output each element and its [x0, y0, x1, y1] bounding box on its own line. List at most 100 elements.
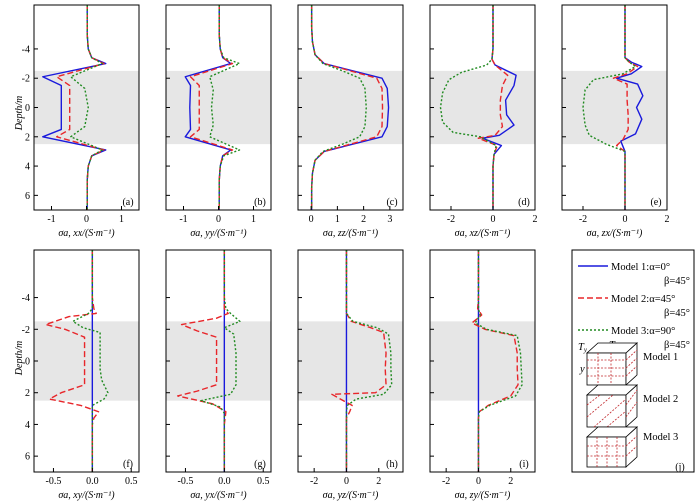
legend-label-model3: Model 3:α=90°: [611, 326, 675, 337]
x-tick-label-a: 1: [119, 214, 124, 225]
legend-panel: Model 1:α=0° β=45° Model 2:α=45° β=45° M…: [571, 249, 695, 473]
y-axis-title-top: Depth/m: [14, 96, 25, 131]
y-tick-label-f: 2: [25, 388, 30, 399]
x-axis-title-c: σa, zz/(S·m⁻¹): [323, 228, 379, 239]
y-tick-label-f: 0: [25, 357, 30, 368]
x-tick-label-h: 0: [344, 476, 349, 487]
x-axis-title-h: σa, yz/(S·m⁻¹): [323, 490, 379, 501]
x-tick-label-g: 0.0: [218, 476, 231, 487]
legend-cont-model1: β=45°: [664, 276, 690, 287]
chart-panel-b: -1 0 1 (b) σa, yy/(S·m⁻¹): [165, 4, 272, 239]
series-line-model3-a: [70, 5, 103, 210]
cube-model2-icon: [585, 384, 639, 428]
panel-label-h: (h): [386, 459, 398, 470]
x-tick-label-c: 1: [335, 214, 340, 225]
y-tick-label-a: 2: [25, 132, 30, 143]
y-tick-label-a: -4: [22, 44, 30, 55]
x-tick-label-g: -0.5: [178, 476, 194, 487]
x-tick-label-g: 0.5: [257, 476, 270, 487]
x-axis-title-e: σa, zx/(S·m⁻¹): [587, 228, 643, 239]
chart-panel-a: -1 0 1 -4 -2 0 2 4 6 (a) σa, xx/(S·m⁻¹): [22, 4, 140, 239]
layer-band-a: [34, 70, 139, 145]
series-line-model3-i: [474, 250, 523, 472]
x-tick-label-i: 0: [476, 476, 481, 487]
y-tick-label-f: 4: [25, 420, 30, 431]
x-tick-label-c: 3: [387, 214, 392, 225]
chart-panel-g: -0.5 0.0 0.5 (g) σa, yx/(S·m⁻¹): [165, 249, 272, 501]
panel-label-a: (a): [122, 197, 133, 208]
x-tick-label-a: -1: [47, 214, 55, 225]
x-tick-label-e: 2: [665, 214, 670, 225]
x-tick-label-b: -1: [179, 214, 187, 225]
x-axis-title-d: σa, xz/(S·m⁻¹): [455, 228, 511, 239]
legend-model1-name: Model 1: [643, 352, 678, 363]
triad-label-y: y: [579, 364, 585, 375]
chart-panel-d: -2 0 2(d) σa, xz/(S·m⁻¹): [429, 4, 538, 239]
series-line-model3-f: [72, 250, 109, 472]
x-tick-label-i: -2: [442, 476, 450, 487]
panel-label-f: (f): [123, 459, 133, 470]
x-axis-title-a: σa, xx/(S·m⁻¹): [58, 228, 115, 239]
y-tick-label-a: -2: [22, 74, 30, 85]
layer-band-e: [562, 70, 667, 145]
x-axis-title-b: σa, yy/(S·m⁻¹): [190, 228, 247, 239]
x-tick-label-e: 0: [623, 214, 628, 225]
y-tick-label-a: 0: [25, 103, 30, 114]
x-tick-label-b: 0: [216, 214, 221, 225]
layer-band-b: [166, 70, 271, 145]
legend-label-model1: Model 1:α=0°: [611, 262, 670, 273]
x-tick-label-f: -0.5: [46, 476, 62, 487]
panel-label-e: (e): [650, 197, 661, 208]
x-tick-label-f: 0.5: [125, 476, 138, 487]
chart-panel-c: 0 1 2 3 (c) σa, zz/(S·m⁻¹): [297, 4, 404, 239]
y-tick-label-f: -4: [22, 293, 30, 304]
panel-label-j: (j): [675, 462, 684, 473]
x-tick-label-d: 0: [491, 214, 496, 225]
series-line-model2-a: [56, 5, 105, 210]
legend-cont-model2: β=45°: [664, 308, 690, 319]
panel-label-g: (g): [254, 459, 266, 470]
x-axis-title-g: σa, yx/(S·m⁻¹): [190, 490, 247, 501]
chart-panel-i: -2 0 2 (i) σa, zy/(S·m⁻¹): [429, 249, 536, 501]
layer-band-h: [298, 321, 403, 401]
cube-model1-icon: [585, 342, 639, 386]
panel-label-i: (i): [519, 459, 528, 470]
x-axis-title-i: σa, zy/(S·m⁻¹): [455, 490, 511, 501]
legend-model2-name: Model 2: [643, 394, 678, 405]
x-tick-label-f: 0.0: [86, 476, 99, 487]
x-axis-title-f: σa, xy/(S·m⁻¹): [58, 490, 115, 501]
legend-frame: [571, 249, 695, 473]
y-tick-label-f: -2: [22, 325, 30, 336]
series-line-model2-f: [44, 250, 100, 472]
panel-label-b: (b): [254, 197, 266, 208]
x-tick-label-d: 2: [533, 214, 538, 225]
series-line-model2-g: [176, 250, 229, 472]
y-tick-label-a: 4: [25, 162, 30, 173]
layer-band-g: [166, 321, 271, 401]
series-line-model3-e: [582, 5, 637, 210]
series-line-model3-g: [200, 250, 241, 472]
y-axis-title-bottom: Depth/m: [14, 341, 25, 376]
legend-model3-name: Model 3: [643, 432, 678, 443]
x-tick-label-d: -2: [447, 214, 455, 225]
x-tick-label-h: 2: [376, 476, 381, 487]
chart-panel-f: -0.5 0.0 0.5 -4 -2 0 2 4 6 (f) σa, xy/(S·m⁻¹): [22, 249, 140, 501]
x-tick-label-i: 2: [508, 476, 513, 487]
series-line-model3-c: [310, 5, 367, 210]
x-tick-label-h: -2: [310, 476, 318, 487]
x-tick-label-b: 1: [251, 214, 256, 225]
triad-label-ty: Ty: [578, 342, 588, 354]
cube-model3-icon: [585, 426, 639, 468]
panel-label-d: (d): [518, 197, 530, 208]
y-tick-label-f: 6: [25, 452, 30, 463]
legend-label-model2: Model 2:α=45°: [611, 294, 675, 305]
chart-panel-e: -2 0 2 (e) σa, zx/(S·m⁻¹): [561, 4, 670, 239]
series-line-model3-b: [209, 5, 241, 210]
series-line-model3-h: [345, 250, 393, 472]
panel-label-c: (c): [386, 197, 397, 208]
x-tick-label-e: -2: [579, 214, 587, 225]
layer-band-f: [34, 321, 139, 401]
x-tick-label-a: 0: [84, 214, 89, 225]
